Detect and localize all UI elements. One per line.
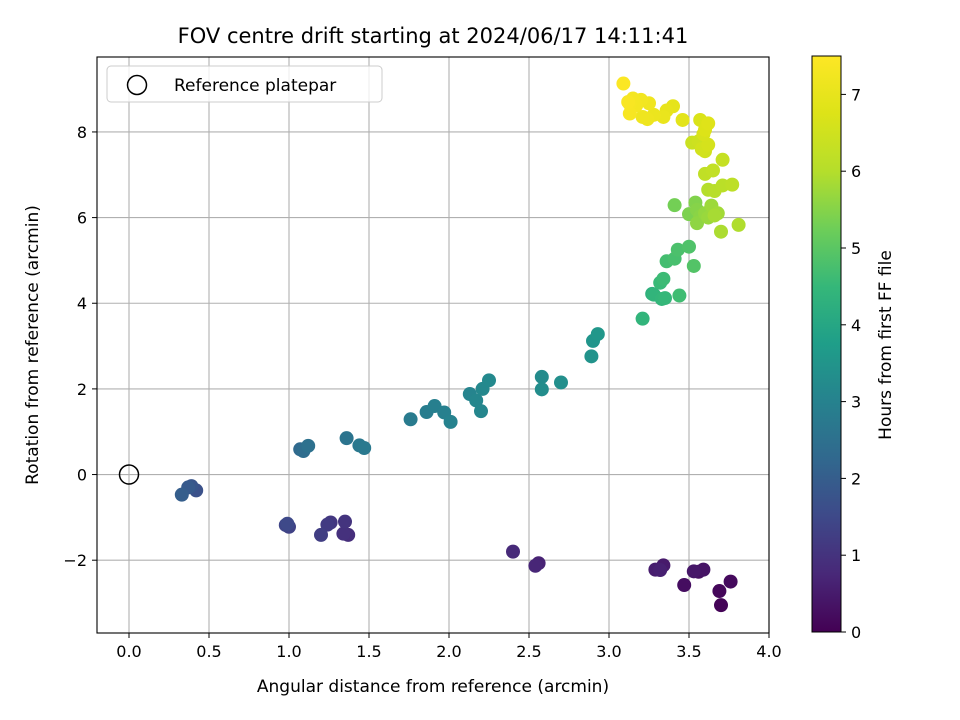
data-point <box>725 177 740 192</box>
data-point <box>338 514 352 529</box>
colorbar-tick-label: 3 <box>851 393 861 412</box>
colorbar-ticks: 0 1 2 3 4 5 6 7 <box>841 85 861 642</box>
data-point <box>357 440 372 455</box>
data-point <box>731 217 746 232</box>
data-point <box>658 291 672 306</box>
data-point <box>301 438 316 453</box>
y-tick-label: 6 <box>77 209 87 228</box>
data-point <box>506 544 520 559</box>
data-point <box>714 224 728 239</box>
data-point <box>701 137 716 152</box>
data-point <box>528 558 543 573</box>
y-tick-label: 4 <box>77 294 87 313</box>
legend-label: Reference platepar <box>174 76 336 96</box>
x-tick-label: 3.0 <box>596 642 621 661</box>
y-axis-label: Rotation from reference (arcmin) <box>23 205 43 485</box>
data-point <box>314 527 328 542</box>
data-point <box>534 369 549 384</box>
chart-title: FOV centre drift starting at 2024/06/17 … <box>178 24 689 48</box>
x-tick-label: 0.5 <box>196 642 221 661</box>
y-tick-label: 0 <box>77 466 87 485</box>
data-point <box>714 598 728 613</box>
legend-box <box>106 65 383 103</box>
y-axis-ticks: −2 0 2 4 6 8 <box>63 123 97 570</box>
colorbar <box>811 55 842 633</box>
data-point <box>672 288 687 303</box>
data-point <box>482 373 496 388</box>
data-point <box>403 412 418 427</box>
data-point <box>723 574 738 589</box>
colorbar-tick-label: 1 <box>851 546 861 565</box>
data-point <box>174 487 189 502</box>
plot-frame <box>96 56 770 634</box>
data-point <box>534 382 549 397</box>
colorbar-tick-label: 0 <box>851 623 861 642</box>
data-point <box>667 198 682 213</box>
data-point <box>677 578 692 593</box>
x-axis-ticks: 0.0 0.5 1.0 1.5 2.0 2.5 3.0 3.5 4.0 <box>116 633 782 661</box>
data-point <box>339 431 354 446</box>
data-points <box>174 76 746 613</box>
data-point <box>554 375 568 390</box>
data-point <box>280 516 295 531</box>
x-tick-label: 1.5 <box>356 642 381 661</box>
data-point <box>635 311 650 326</box>
legend-marker-icon <box>126 74 148 96</box>
colorbar-label: Hours from first FF file <box>876 250 896 440</box>
data-point <box>584 349 599 364</box>
x-tick-label: 2.5 <box>516 642 541 661</box>
data-point <box>690 216 704 231</box>
colorbar-tick-label: 2 <box>851 469 861 488</box>
x-axis-label: Angular distance from reference (arcmin) <box>257 677 609 697</box>
data-point <box>635 109 650 124</box>
reference-platepar-marker <box>118 464 140 485</box>
data-point <box>621 94 636 109</box>
x-tick-label: 4.0 <box>756 642 781 661</box>
data-point <box>656 271 671 286</box>
colorbar-tick-label: 6 <box>851 162 861 181</box>
y-tick-label: 8 <box>77 123 87 142</box>
data-point <box>336 526 351 541</box>
colorbar-tick-label: 7 <box>851 85 861 104</box>
data-point <box>622 106 637 121</box>
data-point <box>706 163 720 178</box>
y-tick-label: 2 <box>77 380 87 399</box>
data-point <box>590 327 605 342</box>
plot-area <box>97 57 769 633</box>
data-point <box>712 584 727 599</box>
data-point <box>675 112 690 127</box>
data-point <box>686 564 701 579</box>
colorbar-tick-label: 4 <box>851 316 861 335</box>
colorbar-tick-label: 5 <box>851 239 861 258</box>
data-point <box>707 208 722 223</box>
x-tick-label: 3.5 <box>676 642 701 661</box>
data-point <box>474 404 488 419</box>
data-point <box>701 116 716 131</box>
data-point <box>469 393 484 408</box>
data-point <box>682 239 696 254</box>
data-point <box>653 563 668 578</box>
y-tick-label: −2 <box>63 551 87 570</box>
data-point <box>715 152 730 167</box>
data-point <box>443 414 458 429</box>
data-point <box>670 242 685 257</box>
x-tick-label: 2.0 <box>436 642 461 661</box>
x-tick-label: 0.0 <box>116 642 141 661</box>
x-tick-label: 1.0 <box>276 642 301 661</box>
data-point <box>616 76 631 91</box>
legend: Reference platepar <box>106 65 383 103</box>
data-point <box>686 258 701 273</box>
data-point <box>320 517 335 532</box>
